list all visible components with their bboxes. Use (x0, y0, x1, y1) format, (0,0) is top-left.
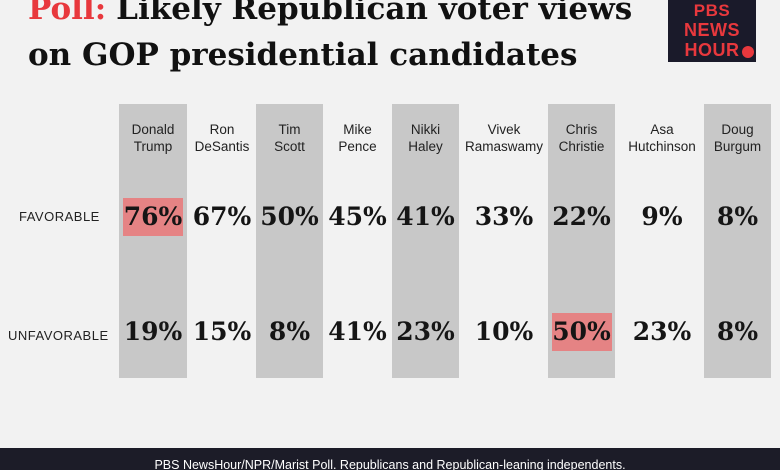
column-band (392, 104, 459, 378)
logo-mask-icon (742, 46, 754, 58)
unfavorable-value: 23% (396, 317, 455, 346)
unfavorable-value: 50% (551, 313, 612, 351)
candidate-header: Tim Scott (250, 121, 329, 155)
candidate-name-part: Hutchinson (628, 139, 696, 154)
unfavorable-value: 8% (716, 317, 759, 346)
unfavorable-value: 41% (328, 317, 387, 346)
candidate-name-part: Pence (338, 139, 377, 154)
candidate-name-part: Nikki (410, 122, 441, 137)
candidate-header: Asa Hutchinson (614, 121, 710, 155)
candidate-name-part: Mike (343, 122, 372, 137)
candidate-name-part: Haley (408, 139, 443, 154)
column-band (119, 104, 187, 378)
logo-line-1: PBS (693, 1, 731, 20)
candidate-name-part: Donald (131, 122, 175, 137)
favorable-value: 22% (552, 202, 611, 231)
title-text-1: Likely Republican voter views (116, 0, 633, 27)
candidate-header: Nikki Haley (386, 121, 465, 155)
candidate-header: Donald Trump (113, 121, 193, 155)
candidate-name-part: Vivek (487, 122, 521, 137)
candidate-name-part: Scott (274, 139, 305, 154)
candidate-name-part: Ron (209, 122, 235, 137)
candidate-name-part: Trump (133, 139, 173, 154)
candidate-name-part: Asa (650, 122, 674, 137)
title-line-1: Poll: Likely Republican voter views (28, 0, 632, 32)
favorable-value: 67% (192, 202, 252, 231)
candidate-header: Ron DeSantis (182, 121, 262, 155)
candidate-name-part: Chris (565, 122, 598, 137)
unfavorable-value: 10% (474, 317, 534, 346)
row-label-unfavorable: UNFAVORABLE (8, 328, 109, 343)
source-footer: PBS NewsHour/NPR/Marist Poll. Republican… (0, 448, 780, 470)
row-label-favorable: FAVORABLE (19, 209, 100, 224)
favorable-value: 41% (396, 202, 455, 231)
logo-line-2: NEWS (684, 20, 740, 40)
pbs-newshour-logo: PBS NEWS HOUR (668, 0, 756, 62)
unfavorable-value: 23% (632, 317, 692, 346)
candidate-name-part: Christie (558, 139, 605, 154)
logo-line-3: HOUR (684, 40, 740, 60)
column-band (704, 104, 771, 378)
favorable-value: 50% (260, 202, 319, 231)
candidate-name-part: Ramaswamy (464, 139, 543, 154)
title-line-2: on GOP presidential candidates (28, 37, 578, 73)
unfavorable-value: 19% (123, 317, 183, 346)
candidate-header: Mike Pence (318, 121, 397, 155)
candidate-name-part: Doug (721, 122, 754, 137)
favorable-value: 33% (474, 202, 534, 231)
unfavorable-value: 15% (192, 317, 252, 346)
unfavorable-value: 8% (268, 317, 311, 346)
candidate-name-part: Tim (278, 122, 301, 137)
column-band (256, 104, 323, 378)
candidate-header: Doug Burgum (698, 121, 777, 155)
favorable-value: 45% (328, 202, 387, 231)
favorable-value: 76% (123, 198, 183, 236)
candidate-name-part: DeSantis (194, 139, 250, 154)
candidate-name-part: Burgum (713, 139, 762, 154)
candidate-header: Chris Christie (542, 121, 621, 155)
favorable-value: 8% (716, 202, 759, 231)
candidate-header: Vivek Ramaswamy (454, 121, 554, 155)
favorable-value: 9% (641, 202, 683, 231)
title-lead: Poll: (28, 0, 107, 27)
chart-title: Poll: Likely Republican voter views on GO… (28, 0, 632, 78)
